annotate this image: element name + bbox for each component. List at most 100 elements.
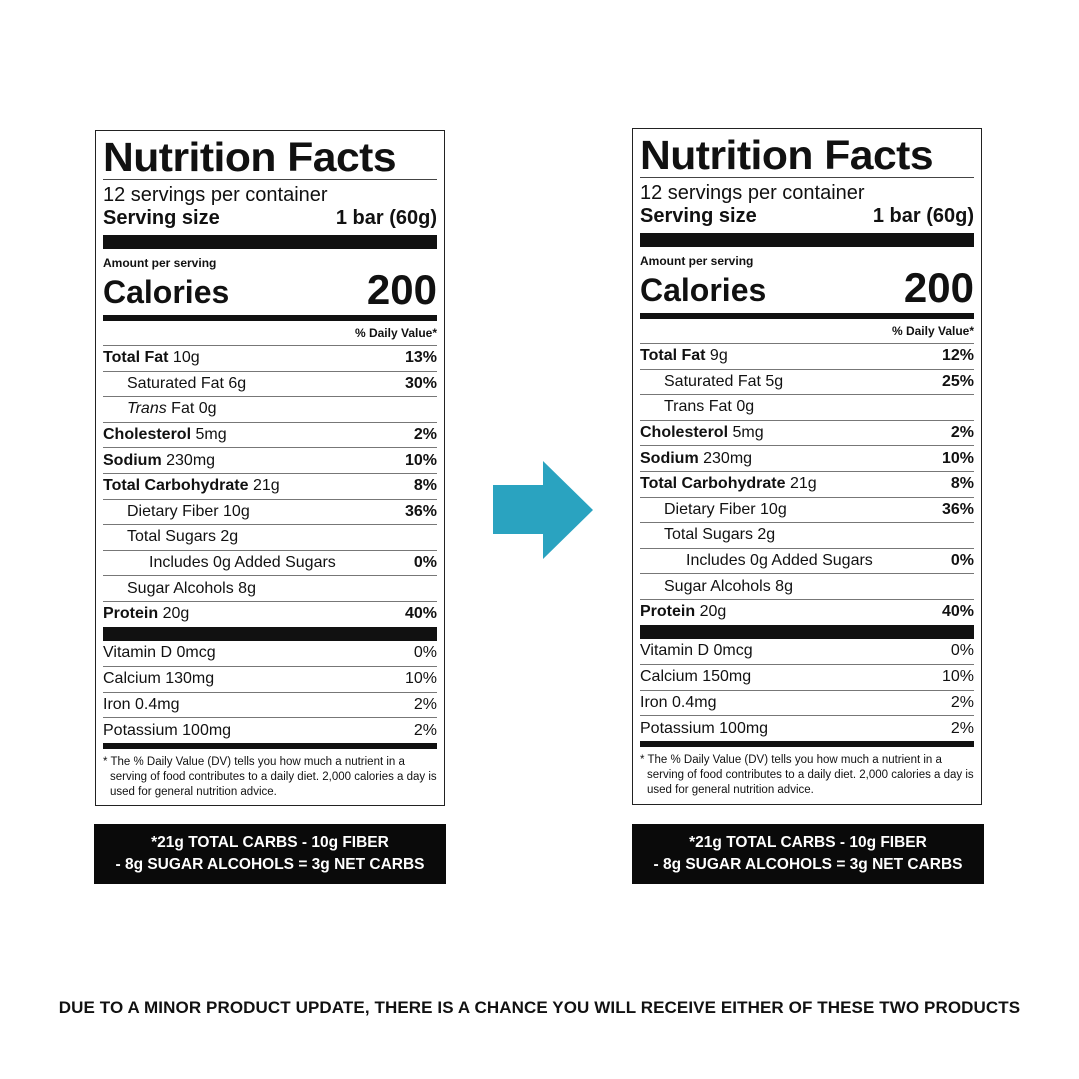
vitamin-dv: 10% bbox=[941, 668, 974, 686]
nutrient-row: Protein 20g 40% bbox=[103, 600, 437, 627]
vitamin-dv: 2% bbox=[950, 719, 974, 737]
nutrient-name: Total Sugars 2g bbox=[127, 528, 239, 546]
serving-size-value: 1 bar (60g) bbox=[335, 207, 437, 229]
nutrient-name: Saturated Fat 6g bbox=[127, 374, 247, 392]
net-carbs-box-old: *21g TOTAL CARBS - 10g FIBER - 8g SUGAR … bbox=[94, 824, 446, 884]
nutrient-amount: 230mg bbox=[698, 449, 753, 467]
right-arrow-icon bbox=[493, 461, 593, 559]
nutrient-row: Sugar Alcohols 8g bbox=[640, 573, 974, 599]
nutrient-name: Total Carbohydrate bbox=[640, 475, 786, 493]
calories-label: Calories bbox=[640, 272, 767, 308]
vitamin-row: Vitamin D 0mcg 0% bbox=[640, 639, 974, 665]
nutrient-name: Cholesterol bbox=[640, 424, 729, 442]
vitamin-dv: 2% bbox=[413, 696, 437, 714]
nutrient-row: Saturated Fat 5g 25% bbox=[640, 368, 974, 395]
nutrition-facts-title: Nutrition Facts bbox=[103, 134, 397, 180]
amount-per-serving: Amount per serving bbox=[640, 254, 754, 268]
serving-size-row: Serving size 1 bar (60g) bbox=[640, 204, 974, 228]
nutrient-row: Cholesterol 5mg 2% bbox=[640, 419, 974, 446]
nutrient-row: Total Carbohydrate 21g 8% bbox=[103, 472, 437, 499]
nutrient-row: Dietary Fiber 10g 36% bbox=[103, 498, 437, 525]
nutrition-label-old: Nutrition Facts 12 servings per containe… bbox=[95, 130, 445, 806]
nutrient-dv: 40% bbox=[941, 603, 974, 621]
nutrient-dv: 12% bbox=[941, 347, 974, 365]
nutrient-row: Saturated Fat 6g 30% bbox=[103, 370, 437, 397]
serving-size-label: Serving size bbox=[640, 205, 757, 227]
nutrient-dv: 0% bbox=[950, 552, 974, 570]
nutrient-amount: 230mg bbox=[161, 451, 216, 469]
nutrient-dv: 13% bbox=[404, 349, 437, 367]
calories-row: Calories 200 bbox=[640, 264, 974, 311]
vitamin-name: Potassium 100mg bbox=[103, 721, 232, 739]
nutrient-name: Total Sugars 2g bbox=[664, 526, 776, 544]
nutrient-dv: 10% bbox=[404, 451, 437, 469]
nutrient-name: Cholesterol bbox=[103, 426, 192, 444]
net-carbs-line2: - 8g SUGAR ALCOHOLS = 3g NET CARBS bbox=[115, 856, 425, 873]
vitamin-row: Calcium 150mg 10% bbox=[640, 664, 974, 690]
net-carbs-line1: *21g TOTAL CARBS - 10g FIBER bbox=[151, 834, 389, 851]
nutrient-dv: 8% bbox=[413, 477, 437, 495]
nutrient-name: Protein bbox=[103, 605, 159, 623]
nutrient-dv: 0% bbox=[413, 554, 437, 572]
vitamin-name: Vitamin D 0mcg bbox=[103, 644, 216, 662]
calories-row: Calories 200 bbox=[103, 269, 437, 311]
nutrient-row: Cholesterol 5mg 2% bbox=[103, 421, 437, 448]
nutrient-amount: 21g bbox=[248, 477, 280, 495]
nutrient-dv: 30% bbox=[404, 374, 437, 392]
nutrient-dv: 40% bbox=[404, 605, 437, 623]
nutrient-dv: 2% bbox=[950, 424, 974, 442]
nutrient-dv: 10% bbox=[941, 449, 974, 467]
net-carbs-line2: - 8g SUGAR ALCOHOLS = 3g NET CARBS bbox=[653, 856, 963, 873]
nutrient-name: Saturated Fat 5g bbox=[664, 372, 784, 390]
nutrient-row: Total Sugars 2g bbox=[103, 524, 437, 550]
nutrient-name: Sugar Alcohols 8g bbox=[664, 577, 793, 595]
nutrient-row: Dietary Fiber 10g 36% bbox=[640, 496, 974, 523]
vitamin-row: Iron 0.4mg 2% bbox=[103, 691, 437, 718]
nutrient-row: Includes 0g Added Sugars 0% bbox=[103, 549, 437, 576]
nutrient-dv: 2% bbox=[413, 426, 437, 444]
nutrient-amount: 20g bbox=[695, 603, 727, 621]
nutrient-name: Sugar Alcohols 8g bbox=[127, 579, 256, 597]
serving-size-row: Serving size 1 bar (60g) bbox=[103, 206, 437, 230]
nutrient-amount: Fat 0g bbox=[704, 398, 755, 416]
nutrient-row: Protein 20g 40% bbox=[640, 598, 974, 625]
nutrient-row: Trans Fat 0g bbox=[640, 394, 974, 420]
nutrient-name: Trans bbox=[127, 400, 167, 418]
nutrient-row: Sodium 230mg 10% bbox=[640, 445, 974, 471]
nutrient-name: Dietary Fiber 10g bbox=[127, 502, 250, 520]
nutrient-amount: 5mg bbox=[191, 426, 227, 444]
nutrient-amount: Fat 0g bbox=[166, 400, 217, 418]
vitamin-dv: 2% bbox=[413, 721, 437, 739]
nutrition-facts-title: Nutrition Facts bbox=[640, 132, 934, 178]
vitamin-row: Potassium 100mg 2% bbox=[103, 717, 437, 743]
nutrient-name: Includes 0g Added Sugars bbox=[686, 552, 873, 570]
nutrient-row: Includes 0g Added Sugars 0% bbox=[640, 547, 974, 574]
nutrient-row: Total Fat 10g 13% bbox=[103, 345, 437, 371]
nutrient-dv: 8% bbox=[950, 475, 974, 493]
nutrient-name: Protein bbox=[640, 603, 696, 621]
vitamin-name: Iron 0.4mg bbox=[640, 694, 717, 712]
nutrient-amount: 21g bbox=[785, 475, 817, 493]
nutrient-amount: 5mg bbox=[728, 424, 764, 442]
nutrient-dv: 36% bbox=[404, 502, 437, 520]
nutrient-name: Sodium bbox=[640, 449, 699, 467]
servings-per-container: 12 servings per container bbox=[640, 182, 865, 204]
vitamin-dv: 2% bbox=[950, 694, 974, 712]
footnote: * The % Daily Value (DV) tells you how m… bbox=[640, 753, 974, 796]
nutrient-row: Total Fat 9g 12% bbox=[640, 343, 974, 369]
daily-value-header: % Daily Value* bbox=[891, 324, 974, 338]
nutrient-row: Sugar Alcohols 8g bbox=[103, 575, 437, 601]
nutrient-name: Trans bbox=[664, 398, 705, 416]
nutrient-name: Includes 0g Added Sugars bbox=[149, 554, 336, 572]
product-update-notice: DUE TO A MINOR PRODUCT UPDATE, THERE IS … bbox=[58, 998, 1021, 1017]
serving-size-label: Serving size bbox=[103, 207, 220, 229]
nutrient-name: Total Fat bbox=[103, 349, 169, 367]
calories-value: 200 bbox=[903, 264, 974, 311]
nutrition-label-new: Nutrition Facts 12 servings per containe… bbox=[632, 128, 982, 805]
nutrient-amount: 9g bbox=[705, 347, 728, 365]
nutrient-dv: 25% bbox=[941, 372, 974, 390]
vitamin-row: Potassium 100mg 2% bbox=[640, 715, 974, 741]
nutrient-row: Trans Fat 0g bbox=[103, 396, 437, 422]
nutrient-row: Total Sugars 2g bbox=[640, 522, 974, 548]
vitamin-name: Potassium 100mg bbox=[640, 719, 769, 737]
